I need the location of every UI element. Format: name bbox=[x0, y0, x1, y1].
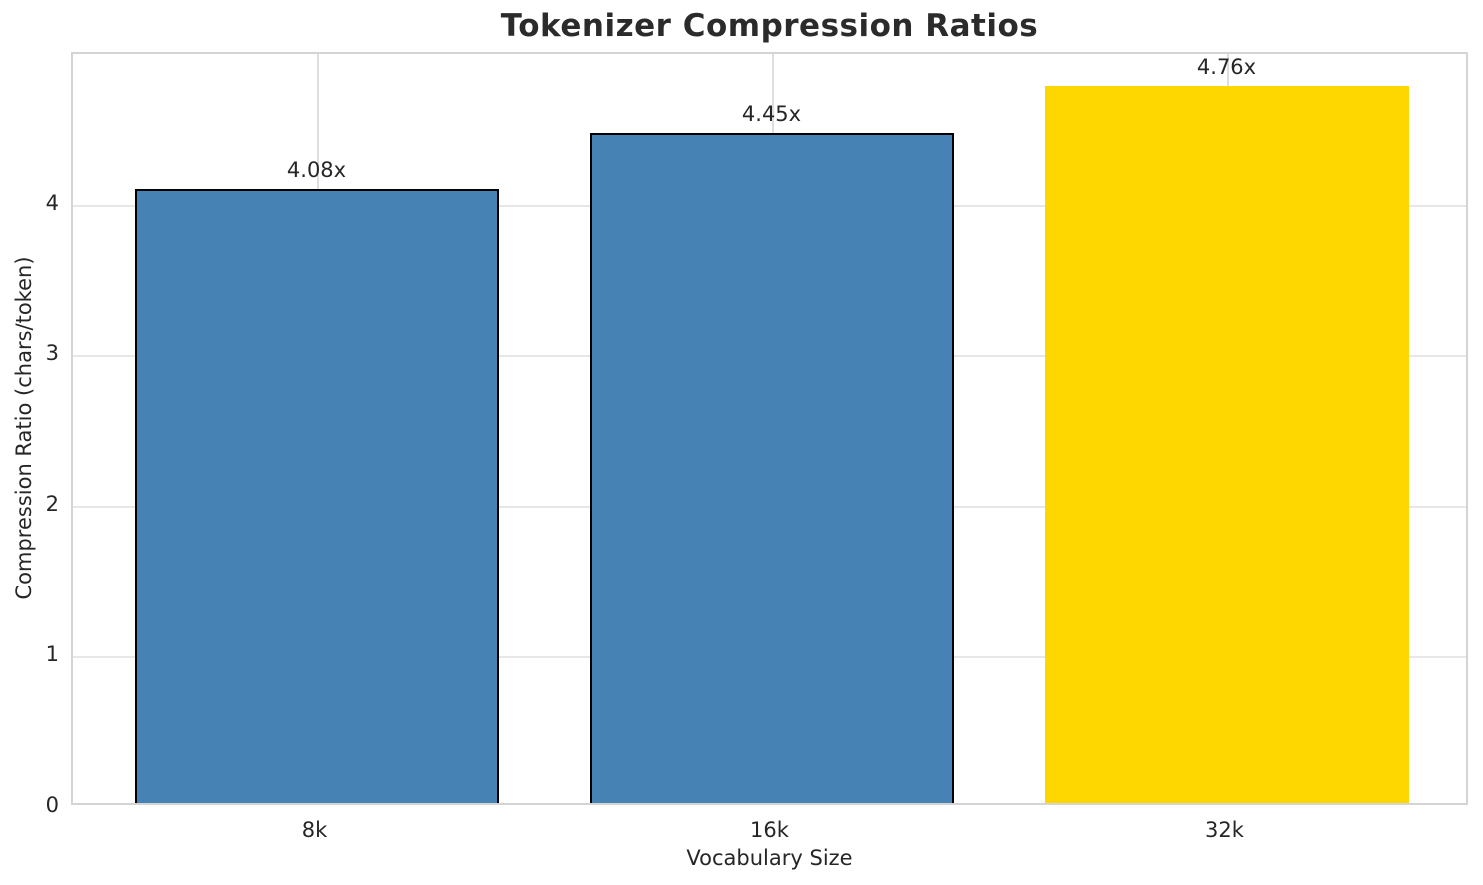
bar-32k bbox=[1044, 86, 1409, 803]
x-tick-label-32k: 32k bbox=[1205, 818, 1244, 842]
bar-value-label-16k: 4.45x bbox=[741, 101, 802, 126]
bar-value-label-8k: 4.08x bbox=[286, 157, 347, 182]
y-axis-label: Compression Ratio (chars/token) bbox=[12, 256, 36, 600]
y-tick-label-4: 4 bbox=[45, 190, 59, 215]
x-axis-label: Vocabulary Size bbox=[686, 846, 853, 870]
x-tick-label-8k: 8k bbox=[301, 818, 328, 842]
y-tick-label-3: 3 bbox=[45, 341, 59, 366]
bar-8k bbox=[134, 188, 499, 803]
plot-area: 4.08x 4.45x 4.76x bbox=[71, 52, 1468, 805]
bar-16k bbox=[589, 132, 954, 803]
y-tick-label-0: 0 bbox=[45, 793, 59, 817]
y-tick-label-1: 1 bbox=[45, 642, 59, 667]
x-tick-label-16k: 16k bbox=[750, 818, 789, 842]
y-tick-label-2: 2 bbox=[45, 491, 59, 516]
bar-value-label-32k: 4.76x bbox=[1196, 55, 1257, 80]
chart-title: Tokenizer Compression Ratios bbox=[500, 8, 1039, 44]
